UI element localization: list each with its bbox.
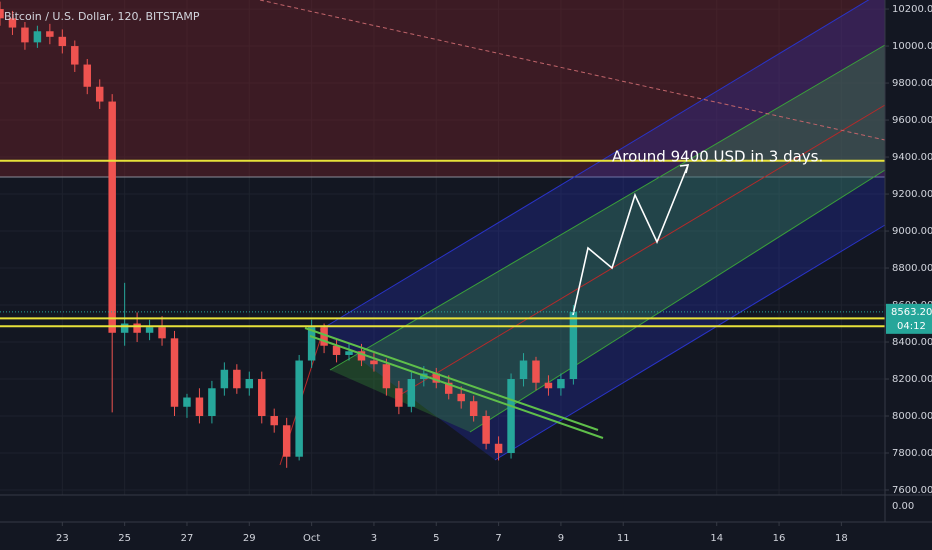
- x-tick-label: 27: [181, 533, 194, 544]
- y-tick-label: 7800.00: [892, 448, 932, 459]
- candle-body: [183, 397, 191, 407]
- pitchfork-line: [329, 44, 886, 371]
- candle-body: [532, 360, 540, 383]
- candle-body: [357, 351, 366, 361]
- y-tick-label: 8200.00: [892, 374, 932, 385]
- candle-body: [233, 369, 241, 389]
- last-price-box: [886, 303, 932, 334]
- candle-body: [332, 345, 341, 355]
- pitchfork-outer: [320, 0, 885, 460]
- y-tick-label: 10200.00: [892, 4, 932, 15]
- x-tick-label: 11: [617, 533, 630, 544]
- x-tick-label: 7: [495, 533, 501, 544]
- candle-body: [345, 351, 353, 355]
- candle-body: [108, 101, 116, 333]
- levels: [0, 159, 885, 328]
- y-tick-label: 8000.00: [892, 411, 932, 422]
- candle-body: [145, 327, 154, 333]
- pitchfork-inner: [330, 45, 885, 432]
- candle-body: [46, 31, 54, 37]
- candle-body: [8, 18, 17, 28]
- candle-body: [33, 31, 42, 43]
- resistance-zone: [0, 0, 885, 177]
- candle-body: [0, 9, 4, 19]
- candle-body: [95, 86, 104, 102]
- candle-body: [370, 360, 378, 365]
- candle-body: [382, 364, 391, 389]
- candle-body: [432, 373, 441, 383]
- candle-body: [21, 27, 29, 43]
- y-tick-label: 7600.00: [892, 485, 932, 496]
- x-tick-label: 23: [56, 533, 69, 544]
- last-price-label: 8563.20: [891, 307, 932, 318]
- x-tick-label: 25: [118, 533, 131, 544]
- candle-body: [457, 393, 465, 402]
- x-tick-label: Oct: [303, 533, 320, 544]
- y-tick-label: 9800.00: [892, 78, 932, 89]
- candle-body: [270, 416, 278, 426]
- grid: [0, 0, 885, 495]
- candle-body: [395, 388, 403, 407]
- x-tick-label: 18: [835, 533, 848, 544]
- candle-body: [407, 379, 416, 407]
- candle-body: [320, 327, 328, 346]
- candle-body: [120, 323, 129, 333]
- countdown-label: 04:12: [897, 321, 926, 332]
- dashed-trendline: [259, 0, 886, 141]
- y-tick-label: 9400.00: [892, 152, 932, 163]
- pitchfork-line: [469, 169, 886, 433]
- projection-path: [572, 164, 689, 316]
- x-tick-label: 3: [371, 533, 377, 544]
- candle-body: [245, 379, 254, 389]
- y-tick-label: 8800.00: [892, 263, 932, 274]
- y-tick-label: 9600.00: [892, 115, 932, 126]
- y-tick-label: 9200.00: [892, 189, 932, 200]
- x-tick-label: 29: [243, 533, 256, 544]
- candle-body: [208, 388, 216, 417]
- candle-body: [195, 397, 204, 417]
- candle-body: [83, 64, 91, 87]
- annotation: Around 9400 USD in 3 days.: [612, 148, 823, 166]
- x-tick-label: 16: [773, 533, 786, 544]
- candle-body: [307, 327, 316, 361]
- candle-body: [569, 311, 578, 380]
- chart-title: Bitcoin / U.S. Dollar, 120, BITSTAMP: [4, 10, 200, 23]
- y-tick-label: 10000.00: [892, 41, 932, 52]
- y-tick-label: 9000.00: [892, 226, 932, 237]
- y-tick-label: 8400.00: [892, 337, 932, 348]
- candle-body: [544, 382, 553, 389]
- lower-pane-tick-label: 0.00: [892, 501, 914, 512]
- pitchfork-median: [399, 104, 886, 396]
- candle-body: [507, 379, 515, 454]
- pitchfork-line: [494, 224, 886, 461]
- candle-body: [71, 46, 79, 65]
- x-tick-label: 9: [558, 533, 564, 544]
- trendline: [304, 327, 599, 431]
- candle-body: [494, 443, 503, 454]
- x-tick-label: 5: [433, 533, 439, 544]
- candle-body: [258, 379, 266, 417]
- candle-body: [557, 379, 565, 389]
- candle-body: [469, 401, 478, 417]
- candle-body: [444, 382, 453, 394]
- trendline: [309, 335, 604, 439]
- candle-body: [170, 338, 179, 407]
- projection-arrow: [679, 164, 690, 174]
- candle-body: [58, 36, 67, 47]
- candle-body: [519, 360, 528, 380]
- candle-body: [482, 416, 490, 444]
- candle-body: [295, 360, 303, 457]
- candle-body: [282, 425, 291, 457]
- x-tick-label: 14: [710, 533, 723, 544]
- candle-body: [220, 369, 229, 389]
- candle-body: [133, 323, 141, 333]
- candle-body: [158, 327, 166, 339]
